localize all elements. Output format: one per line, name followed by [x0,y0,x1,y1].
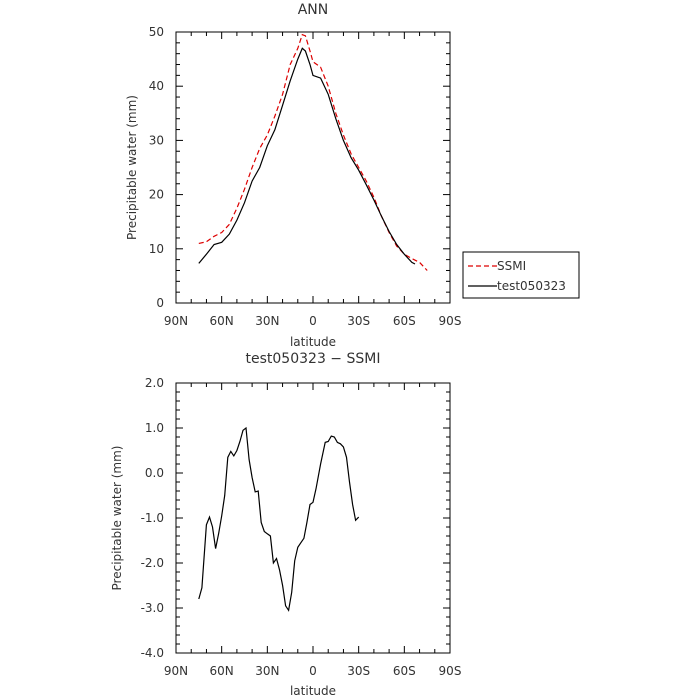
y-tick-label: 0.0 [145,466,164,480]
x-tick-label: 90S [439,314,462,328]
y-tick-label: 0 [156,296,164,310]
x-tick-label: 30S [347,664,370,678]
legend-label: SSMI [497,259,526,273]
x-tick-label: 90N [164,314,188,328]
x-tick-label: 30N [255,664,279,678]
y-tick-label: -1.0 [141,511,164,525]
x-tick-label: 30N [255,314,279,328]
series-line-difference [198,426,360,612]
y-tick-label: 40 [149,79,164,93]
legend-box [462,251,580,299]
y-tick-label: 50 [149,25,164,39]
x-tick-label: 90S [439,664,462,678]
x-axis-label: latitude [290,684,336,698]
chart-title: test050323 − SSMI [246,351,381,367]
x-tick-label: 60N [210,314,234,328]
x-tick-label: 0 [309,314,317,328]
x-axis-label: latitude [290,335,336,349]
series-line-ssmi [198,33,428,271]
x-tick-label: 60N [210,664,234,678]
y-axis-label: Precipitable water (mm) [110,446,124,591]
x-tick-label: 30S [347,314,370,328]
x-tick-label: 60S [393,664,416,678]
y-tick-label: -4.0 [141,646,164,660]
chart-2: 90N 60N 30N 0 30S 60S 90S -4.0 -3.0 -2.0 -1.0 0.0 1.… [110,351,461,698]
x-tick-label: 0 [309,664,317,678]
y-tick-label: -3.0 [141,601,164,615]
y-tick-label: 10 [149,242,164,256]
legend: SSMI test050323 [462,251,580,299]
y-tick-label: 2.0 [145,376,164,390]
legend-label: test050323 [497,279,566,293]
y-tick-label: 1.0 [145,421,164,435]
series-line-test050323 [198,47,416,265]
y-tick-label: -2.0 [141,556,164,570]
chart-title: ANN [298,2,329,18]
y-tick-label: 20 [149,188,164,202]
chart-1: 90N 60N 30N 0 30S 60S 90S 0 10 20 30 40 50 ANN latitud… [125,2,580,349]
y-tick-label: 30 [149,133,164,147]
x-tick-label: 90N [164,664,188,678]
y-axis-label: Precipitable water (mm) [125,95,139,240]
x-tick-label: 60S [393,314,416,328]
